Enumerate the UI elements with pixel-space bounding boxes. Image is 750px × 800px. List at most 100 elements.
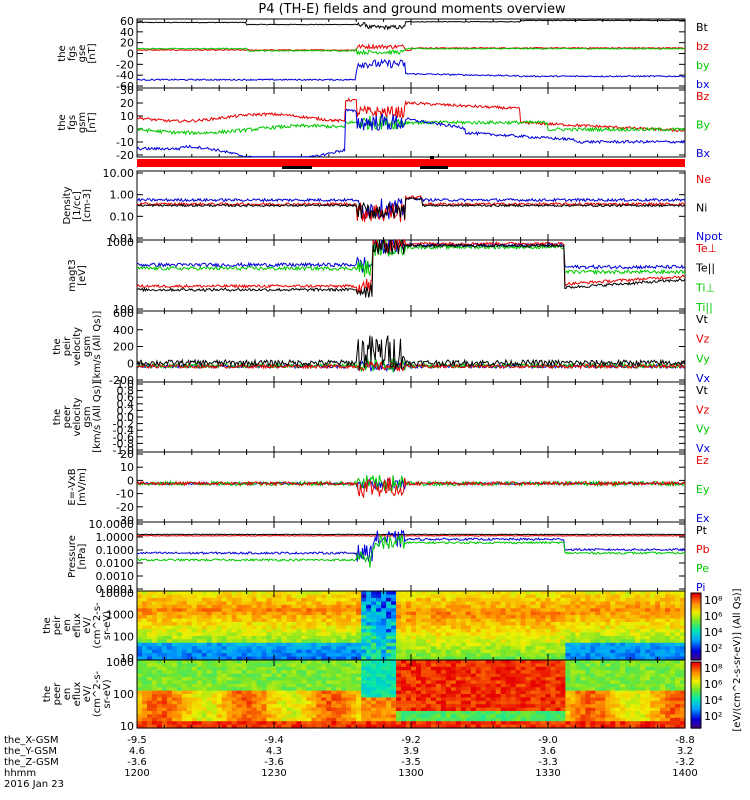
spectrogram-cell <box>435 601 442 606</box>
spectrogram-cell <box>341 670 347 675</box>
spectrogram-cell <box>645 615 651 620</box>
spectrogram-cell <box>525 697 532 702</box>
spectrogram-cell <box>570 663 576 668</box>
spectrogram-cell <box>615 629 621 633</box>
spectrogram-cell <box>680 680 686 685</box>
spectrogram-cell <box>276 608 283 613</box>
spectrogram-cell <box>615 642 621 647</box>
spectrogram-cell <box>480 618 487 623</box>
spectrogram-cell <box>660 680 666 685</box>
spectrogram-cell <box>366 680 372 685</box>
spectrogram-cell <box>475 629 482 633</box>
spectrogram-cell <box>321 594 327 599</box>
spectrogram-cell <box>406 724 412 729</box>
spectrogram-cell <box>555 625 562 630</box>
spectrogram-cell <box>555 629 562 633</box>
spectrogram-cell <box>505 615 512 620</box>
spectrogram-cell <box>460 714 467 719</box>
spectrogram-cell <box>550 629 557 633</box>
spectrogram-cell <box>440 670 447 675</box>
spectrogram-cell <box>455 724 462 729</box>
spectrogram-cell <box>655 653 661 658</box>
spectrogram-cell <box>510 639 517 644</box>
spectrogram-cell <box>406 704 412 709</box>
spectrogram-cell <box>505 608 512 613</box>
spectrogram-cell <box>216 622 223 626</box>
spectrogram-cell <box>495 656 502 661</box>
spectrogram-cell <box>460 670 467 675</box>
spectrogram-cell <box>316 618 322 623</box>
spectrogram-cell <box>550 646 557 651</box>
spectrogram-cell <box>151 673 158 678</box>
spectrogram-cell <box>266 642 273 647</box>
spectrogram-cell <box>246 660 253 664</box>
spectrogram-cell <box>261 608 268 613</box>
spectrogram-cell <box>421 618 427 623</box>
spectrogram-cell <box>376 673 382 678</box>
spectrogram-cell <box>266 680 273 685</box>
spectrogram-cell <box>191 646 198 651</box>
spectrogram-cell <box>311 615 317 620</box>
spectrogram-cell <box>645 690 651 695</box>
spectrogram-cell <box>281 714 288 719</box>
spectrogram-cell <box>326 683 332 688</box>
spectrogram-cell <box>640 625 646 630</box>
colorbar-segment <box>691 624 701 628</box>
spectrogram-cell <box>381 697 387 702</box>
colorbar-segment <box>691 599 701 602</box>
spectrogram-cell <box>665 683 671 688</box>
spectrogram-cell <box>610 711 616 715</box>
spectrogram-cell <box>181 670 188 675</box>
spectrogram-cell <box>291 649 297 654</box>
spectrogram-cell <box>575 694 581 698</box>
spectrogram-cell <box>166 608 173 613</box>
spectrogram-cell <box>266 717 273 722</box>
spectrogram-cell <box>645 711 651 715</box>
spectrogram-cell <box>306 625 312 630</box>
spectrogram-cell <box>411 618 417 623</box>
spectrogram-cell <box>450 670 457 675</box>
spectrogram-cell <box>450 608 457 613</box>
spectrogram-cell <box>595 660 601 664</box>
colorbar-segment <box>691 698 701 701</box>
spectrogram-cell <box>605 694 611 698</box>
spectrogram-cell <box>450 663 457 668</box>
spectrogram-cell <box>485 625 492 630</box>
spectrogram-cell <box>376 632 382 637</box>
spectrogram-cell <box>176 649 183 654</box>
spectrogram-cell <box>560 629 567 633</box>
spectrogram-cell <box>266 687 273 692</box>
y-tick-label: 10000 <box>99 587 134 600</box>
spectrogram-cell <box>241 711 248 715</box>
series-line-ni <box>136 197 686 220</box>
spectrogram-cell <box>221 697 228 702</box>
spectrogram-cell <box>635 629 641 633</box>
spectrogram-cell <box>525 629 532 633</box>
spectrogram-cell <box>600 611 606 616</box>
spectrogram-cell <box>366 604 372 609</box>
spectrogram-cell <box>331 724 337 729</box>
spectrogram-cell <box>156 697 163 702</box>
spectrogram-cell <box>191 611 198 616</box>
y-tick-label: -0.2 <box>113 418 134 431</box>
spectrogram-cell <box>186 687 193 692</box>
spectrogram-cell <box>615 717 621 722</box>
spectrogram-cell <box>176 683 183 688</box>
colorbar-segment <box>691 681 701 685</box>
spectrogram-cell <box>286 666 293 671</box>
spectrogram-cell <box>670 673 676 678</box>
spectrogram-cell <box>311 646 317 651</box>
spectrogram-cell <box>520 666 527 671</box>
spectrogram-cell <box>580 618 586 623</box>
spectrogram-cell <box>301 642 307 647</box>
spectrogram-cell <box>560 635 567 640</box>
spectrogram-cell <box>201 597 208 602</box>
spectrogram-cell <box>301 591 307 595</box>
spectrogram-cell <box>251 683 258 688</box>
spectrogram-cell <box>336 690 342 695</box>
spectrogram-cell <box>545 639 552 644</box>
spectrogram-cell <box>485 663 492 668</box>
spectrogram-cell <box>396 653 402 658</box>
spectrogram-cell <box>281 656 288 661</box>
spectrogram-cell <box>226 717 233 722</box>
